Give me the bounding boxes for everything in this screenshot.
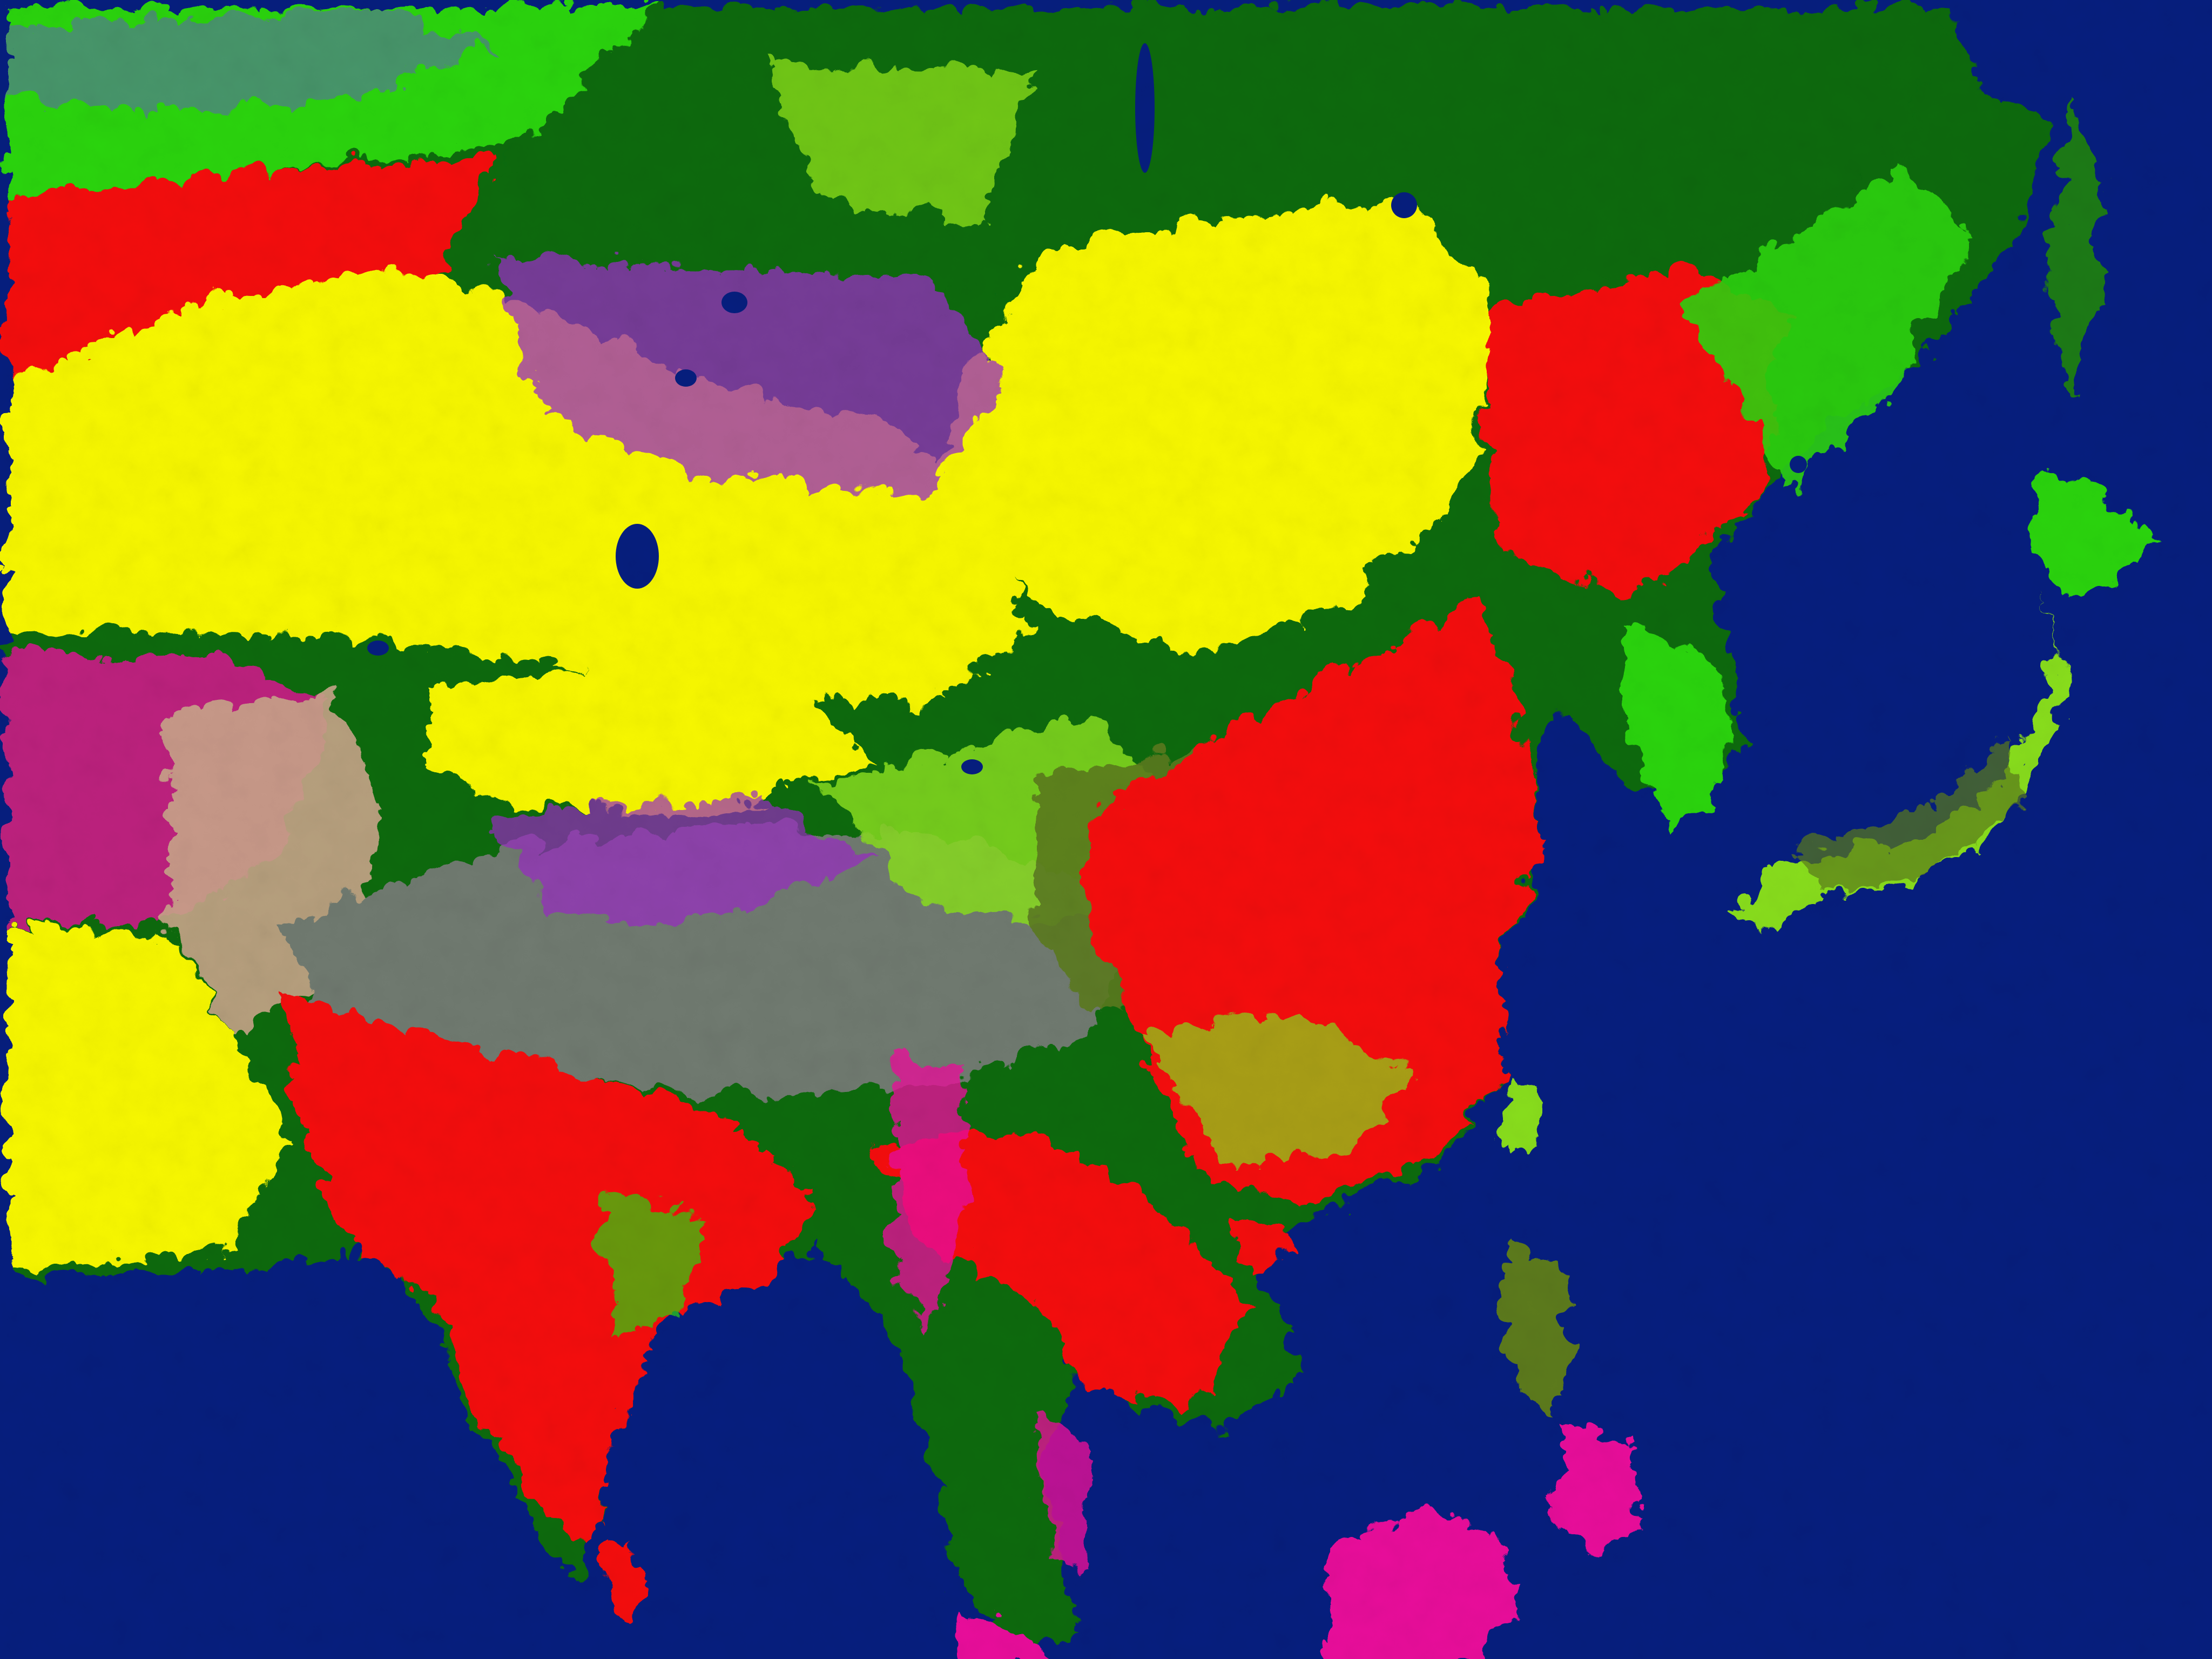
land-cover-map: [0, 0, 2212, 1659]
terrain-texture: [0, 0, 2212, 1659]
